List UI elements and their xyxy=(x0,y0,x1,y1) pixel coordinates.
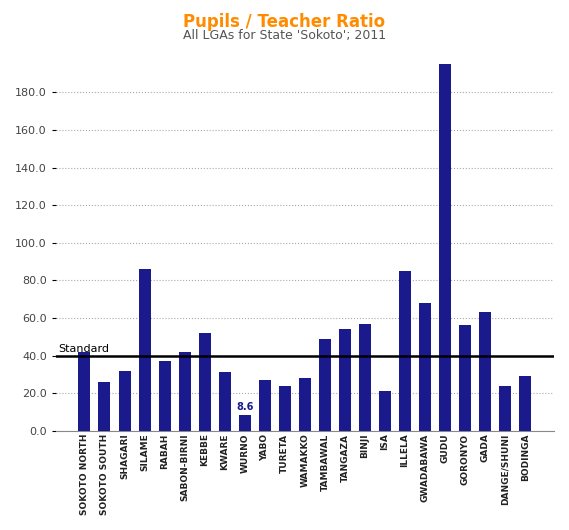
Bar xyxy=(239,414,251,431)
Bar xyxy=(179,352,191,431)
Bar xyxy=(259,380,271,431)
Text: Standard: Standard xyxy=(58,343,109,354)
Bar xyxy=(419,303,431,431)
Bar xyxy=(519,376,531,431)
Bar xyxy=(479,312,491,431)
Bar xyxy=(118,370,130,431)
Bar xyxy=(499,386,512,431)
Bar xyxy=(319,339,331,431)
Bar xyxy=(138,269,151,431)
Bar xyxy=(439,64,451,431)
Bar xyxy=(159,361,171,431)
Text: All LGAs for State 'Sokoto'; 2011: All LGAs for State 'Sokoto'; 2011 xyxy=(183,29,386,42)
Text: Pupils / Teacher Ratio: Pupils / Teacher Ratio xyxy=(183,13,386,31)
Bar xyxy=(218,373,231,431)
Bar xyxy=(98,382,110,431)
Bar xyxy=(459,325,471,431)
Bar xyxy=(379,391,391,431)
Bar xyxy=(199,333,211,431)
Bar xyxy=(299,378,311,431)
Bar xyxy=(359,324,371,431)
Bar xyxy=(339,329,351,431)
Bar xyxy=(279,386,291,431)
Bar xyxy=(79,352,90,431)
Text: 8.6: 8.6 xyxy=(236,402,253,412)
Bar xyxy=(399,271,411,431)
